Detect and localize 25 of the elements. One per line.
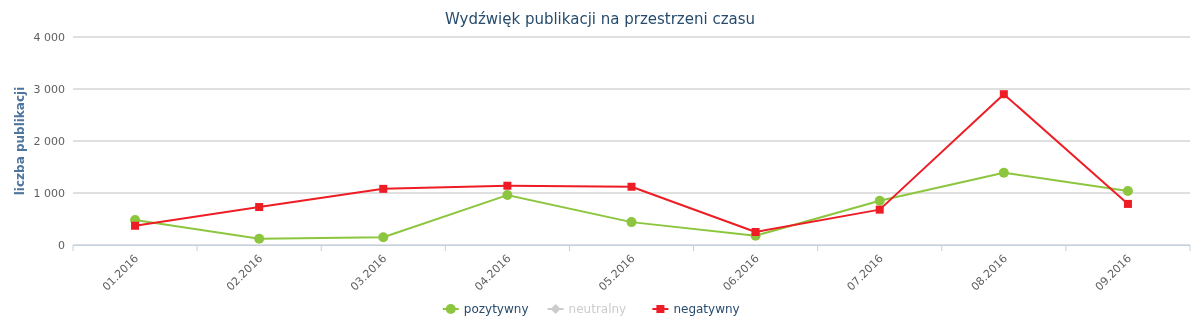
- y-tick-label: 1 000: [33, 187, 65, 200]
- y-tick-label: 2 000: [33, 135, 65, 148]
- point: [502, 190, 513, 201]
- point: [627, 182, 636, 191]
- point: [875, 205, 884, 214]
- point: [1122, 185, 1133, 196]
- chart-title: Wydźwięk publikacji na przestrzeni czasu: [444, 10, 756, 28]
- point: [751, 228, 760, 236]
- y-tick-label: 3 000: [33, 83, 65, 96]
- point: [255, 203, 264, 212]
- point: [379, 184, 388, 193]
- point: [998, 167, 1009, 178]
- point: [626, 217, 637, 228]
- point: [254, 233, 265, 244]
- point: [503, 181, 512, 190]
- legend-label: negatywny: [673, 302, 740, 316]
- y-axis-title: liczba publikacji: [13, 86, 27, 196]
- point: [999, 90, 1008, 99]
- point: [378, 232, 389, 243]
- y-tick-label: 0: [58, 239, 65, 252]
- point: [1123, 199, 1132, 208]
- y-tick-label: 4 000: [33, 31, 65, 44]
- legend-label: pozytywny: [463, 302, 529, 316]
- point: [874, 195, 885, 206]
- point: [131, 221, 140, 230]
